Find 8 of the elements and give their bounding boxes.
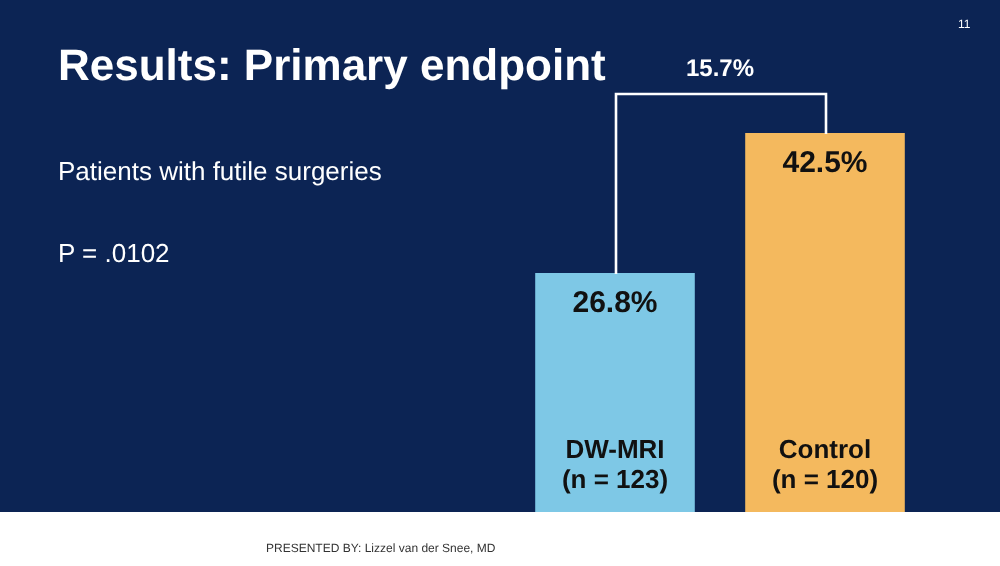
text: P = .0102 xyxy=(58,238,170,268)
text: Patients with futile surgeries xyxy=(58,156,382,186)
text: 15.7% xyxy=(685,53,755,82)
x-tick-label: DW-MRI (n = 123) xyxy=(561,434,669,494)
chart-title: Results: Primary endpoint xyxy=(58,40,606,92)
data-label: 42.5% xyxy=(782,146,868,181)
x-tick-label: Control (n = 120) xyxy=(771,434,879,494)
data-label: 26.8% xyxy=(572,286,658,321)
